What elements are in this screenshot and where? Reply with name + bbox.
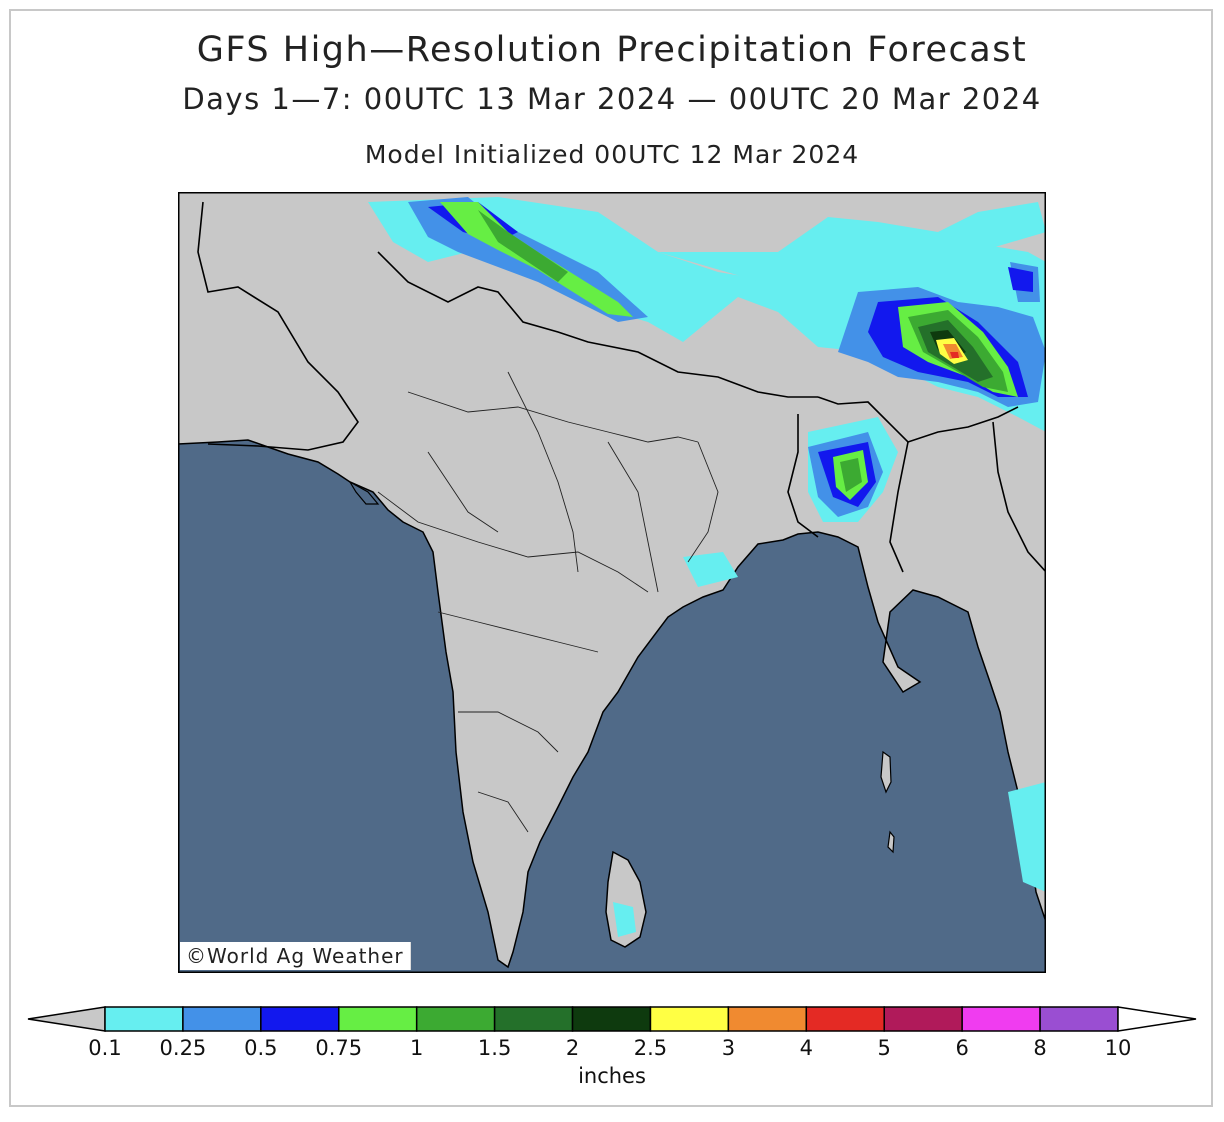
legend-tick-label: 1	[410, 1036, 424, 1060]
copyright-credit: ©World Ag Weather	[180, 942, 411, 970]
legend-tick-label: 0.1	[88, 1036, 122, 1060]
legend-swatch	[493, 1006, 574, 1032]
legend-tick-label: 8	[1033, 1036, 1047, 1060]
legend-tick-labels: 0.1 0.25 0.5 0.75 1 1.5 2 2.5 3 4 5 6 8 10	[0, 1036, 1224, 1064]
legend-above-arrow	[1117, 1006, 1197, 1032]
legend-swatch	[883, 1006, 963, 1032]
country-borders	[197, 201, 1046, 573]
precip-bands	[368, 197, 1046, 937]
precip-0.1-d	[683, 552, 738, 587]
legend-swatch	[104, 1006, 184, 1032]
legend-tick-label: 5	[877, 1036, 891, 1060]
legend-below-arrow	[27, 1006, 106, 1032]
legend-tick-label: 10	[1104, 1036, 1132, 1060]
legend-tick-label: 1.5	[477, 1036, 512, 1060]
legend-tick-label: 2.5	[633, 1036, 668, 1060]
legend-tick-label: 0.75	[315, 1036, 363, 1060]
precipitation-map	[178, 192, 1046, 973]
color-legend	[27, 1006, 1197, 1032]
precip-0.1-b	[658, 202, 1046, 287]
legend-swatch	[260, 1006, 340, 1032]
legend-swatch	[1039, 1006, 1119, 1032]
state-borders	[377, 371, 719, 833]
legend-swatch	[649, 1006, 730, 1032]
gulf-khambhat	[348, 480, 380, 505]
legend-tick-label: 3	[721, 1036, 736, 1060]
legend-swatch	[338, 1006, 418, 1032]
figure-frame	[9, 9, 1213, 1107]
legend-swatch	[805, 1006, 885, 1032]
legend-swatch	[727, 1006, 808, 1032]
precip-0.5-d	[1008, 267, 1033, 292]
legend-swatch	[182, 1006, 262, 1032]
map-title: GFS High—Resolution Precipitation Foreca…	[196, 30, 1028, 70]
forecast-period: Days 1—7: 00UTC 13 Mar 2024 — 00UTC 20 M…	[182, 82, 1042, 116]
legend-tick-label: 2	[565, 1036, 580, 1060]
precip-0.1-e	[1008, 782, 1046, 892]
legend-tick-label: 6	[955, 1036, 969, 1060]
land-mainland	[178, 192, 1046, 969]
precip-0.1-f	[613, 902, 636, 937]
legend-swatch	[961, 1006, 1041, 1032]
model-init-time: Model Initialized 00UTC 12 Mar 2024	[364, 140, 860, 169]
legend-units: inches	[578, 1064, 646, 1088]
legend-swatch	[415, 1006, 496, 1032]
legend-tick-label: 0.25	[159, 1036, 207, 1060]
precip-4	[950, 352, 959, 358]
legend-swatch	[571, 1006, 652, 1032]
land-sri-lanka	[605, 850, 647, 948]
legend-tick-label: 4	[799, 1036, 813, 1060]
legend-tick-label: 0.5	[244, 1036, 278, 1060]
precip-1	[478, 210, 568, 282]
precip-1-c	[840, 458, 862, 492]
land-andaman	[880, 750, 895, 854]
